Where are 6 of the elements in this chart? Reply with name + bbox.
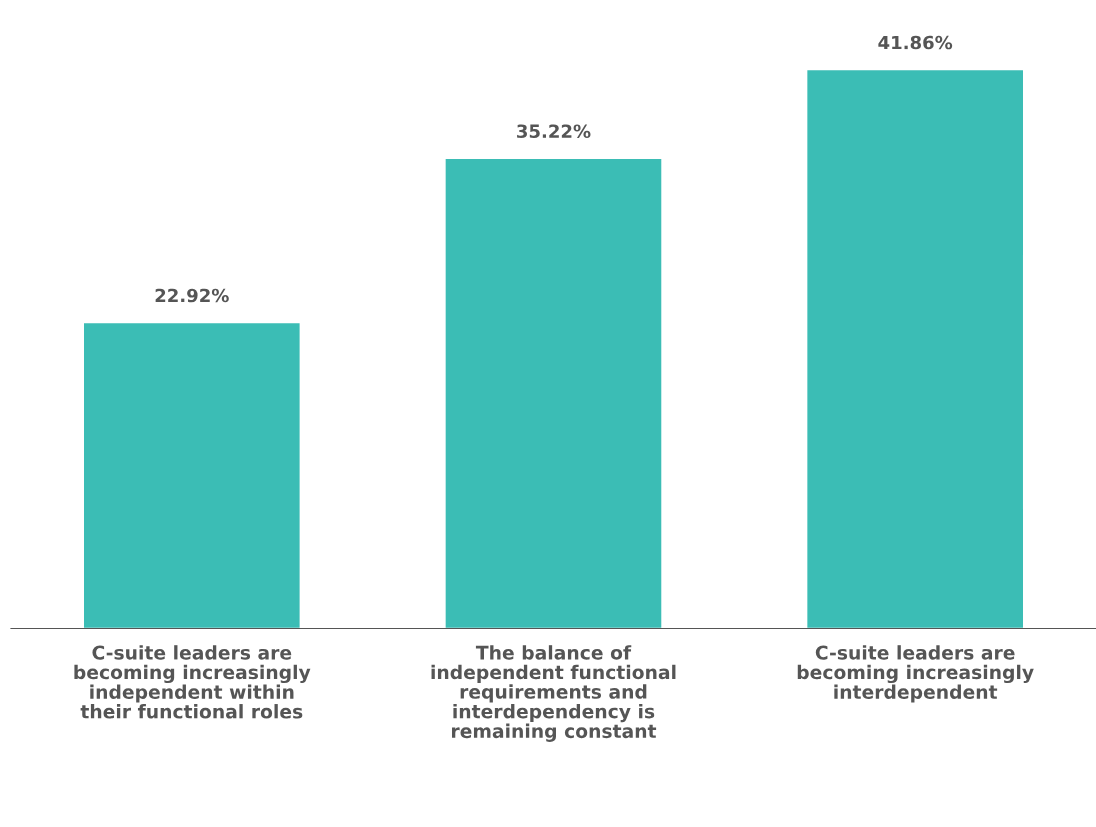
data-label: 22.92%: [155, 288, 229, 303]
x-tick-label: C-suite leaders are becoming increasingly interdependent: [797, 645, 1034, 703]
x-tick-label: C-suite leaders are becoming increasingly independent within their functional roles: [74, 645, 311, 719]
x-tick-label: The balance of independent functional requirements and interdependency is remaining constant: [431, 645, 676, 742]
data-label: 35.22%: [517, 124, 591, 139]
data-label: 41.86%: [878, 35, 953, 50]
